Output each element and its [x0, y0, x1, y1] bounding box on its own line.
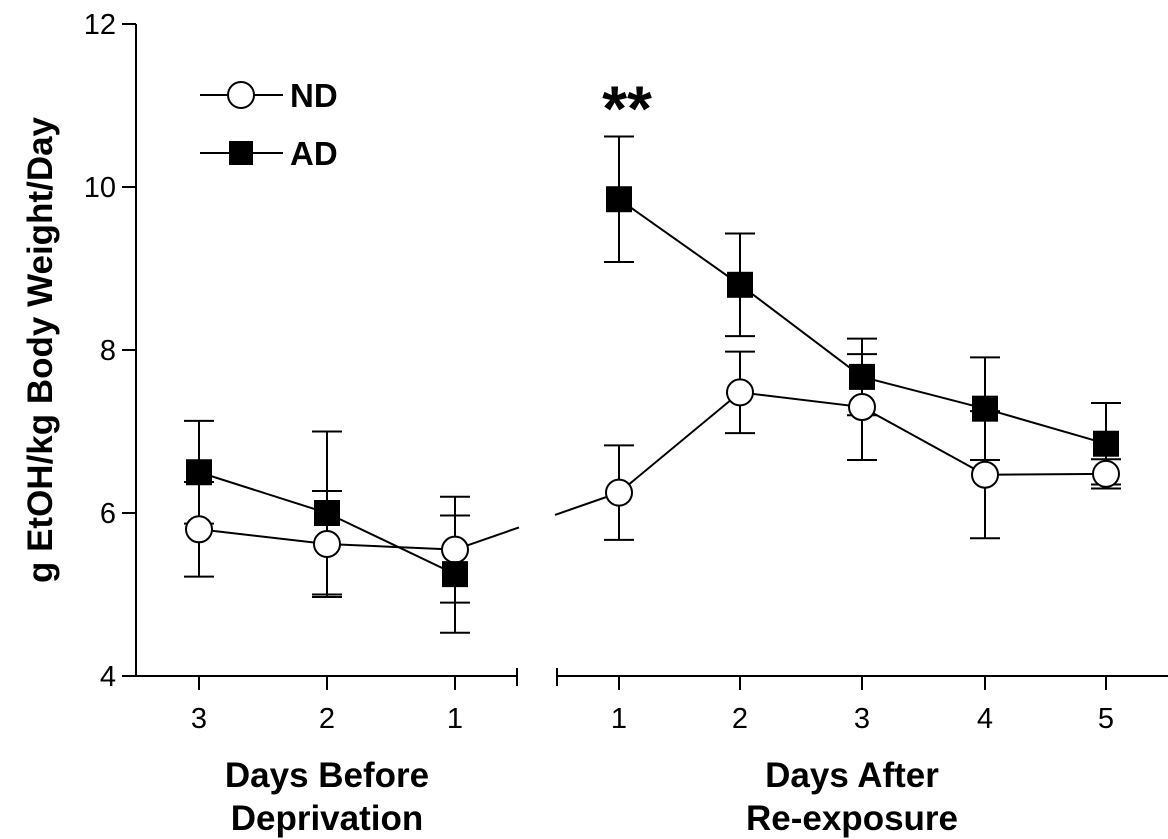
x-ticks-after: 1 2 3 4 5 [611, 676, 1114, 735]
x-axis-before: 3 2 1 Days Before Deprivation [136, 668, 518, 838]
data-point-ad [972, 395, 998, 422]
legend: ND AD [200, 77, 338, 172]
legend-item-ad: AD [200, 135, 338, 172]
data-point-ad [606, 186, 632, 213]
x-ticks-before: 3 2 1 [191, 676, 463, 735]
data-point-nd [313, 529, 341, 558]
markers [185, 186, 1120, 588]
x-tick-label: 3 [854, 703, 870, 735]
legend-marker-nd [227, 81, 255, 109]
data-point-nd [605, 478, 633, 507]
significance-annotation: ** [602, 72, 652, 144]
legend-label-ad: AD [290, 135, 338, 172]
x-axis-title-before-line2: Deprivation [231, 799, 424, 838]
y-tick-label: 4 [100, 661, 116, 693]
legend-item-nd: ND [200, 77, 338, 114]
x-tick-label: 5 [1098, 703, 1114, 735]
y-ticks: 4 6 8 10 12 [84, 9, 136, 693]
x-axis-after: 1 2 3 4 5 Days After Re-exposure [556, 668, 1168, 838]
y-tick-label: 10 [84, 172, 116, 204]
x-tick-label: 4 [977, 703, 993, 735]
x-tick-label: 1 [447, 703, 463, 735]
data-point-nd [1092, 459, 1120, 488]
x-axis-title-after-line2: Re-exposure [746, 799, 958, 838]
data-point-nd [848, 393, 876, 422]
data-point-ad [1093, 430, 1119, 457]
y-tick-label: 8 [100, 335, 116, 367]
data-point-ad [314, 500, 340, 526]
x-axis-title-after-line1: Days After [765, 756, 939, 795]
y-axis: 4 6 8 10 12 [84, 9, 137, 693]
x-axis-title-before-line1: Days Before [225, 756, 429, 795]
y-axis-title: g EtOH/kg Body Weight/Day [21, 116, 60, 583]
data-point-ad [442, 561, 468, 588]
x-tick-label: 1 [611, 703, 627, 735]
data-point-nd [185, 515, 213, 544]
data-point-ad [849, 363, 875, 390]
error-bars [184, 135, 1121, 634]
x-tick-label: 2 [732, 703, 748, 735]
data-point-nd [726, 378, 754, 407]
data-point-ad [727, 271, 753, 298]
x-tick-label: 2 [319, 703, 335, 735]
data-point-nd [971, 460, 999, 489]
legend-label-nd: ND [290, 77, 338, 114]
legend-marker-ad [229, 141, 253, 165]
data-point-nd [441, 535, 469, 564]
data-point-ad [186, 459, 212, 486]
x-tick-label: 3 [191, 703, 207, 735]
y-tick-label: 6 [100, 498, 116, 530]
y-tick-label: 12 [84, 9, 116, 41]
